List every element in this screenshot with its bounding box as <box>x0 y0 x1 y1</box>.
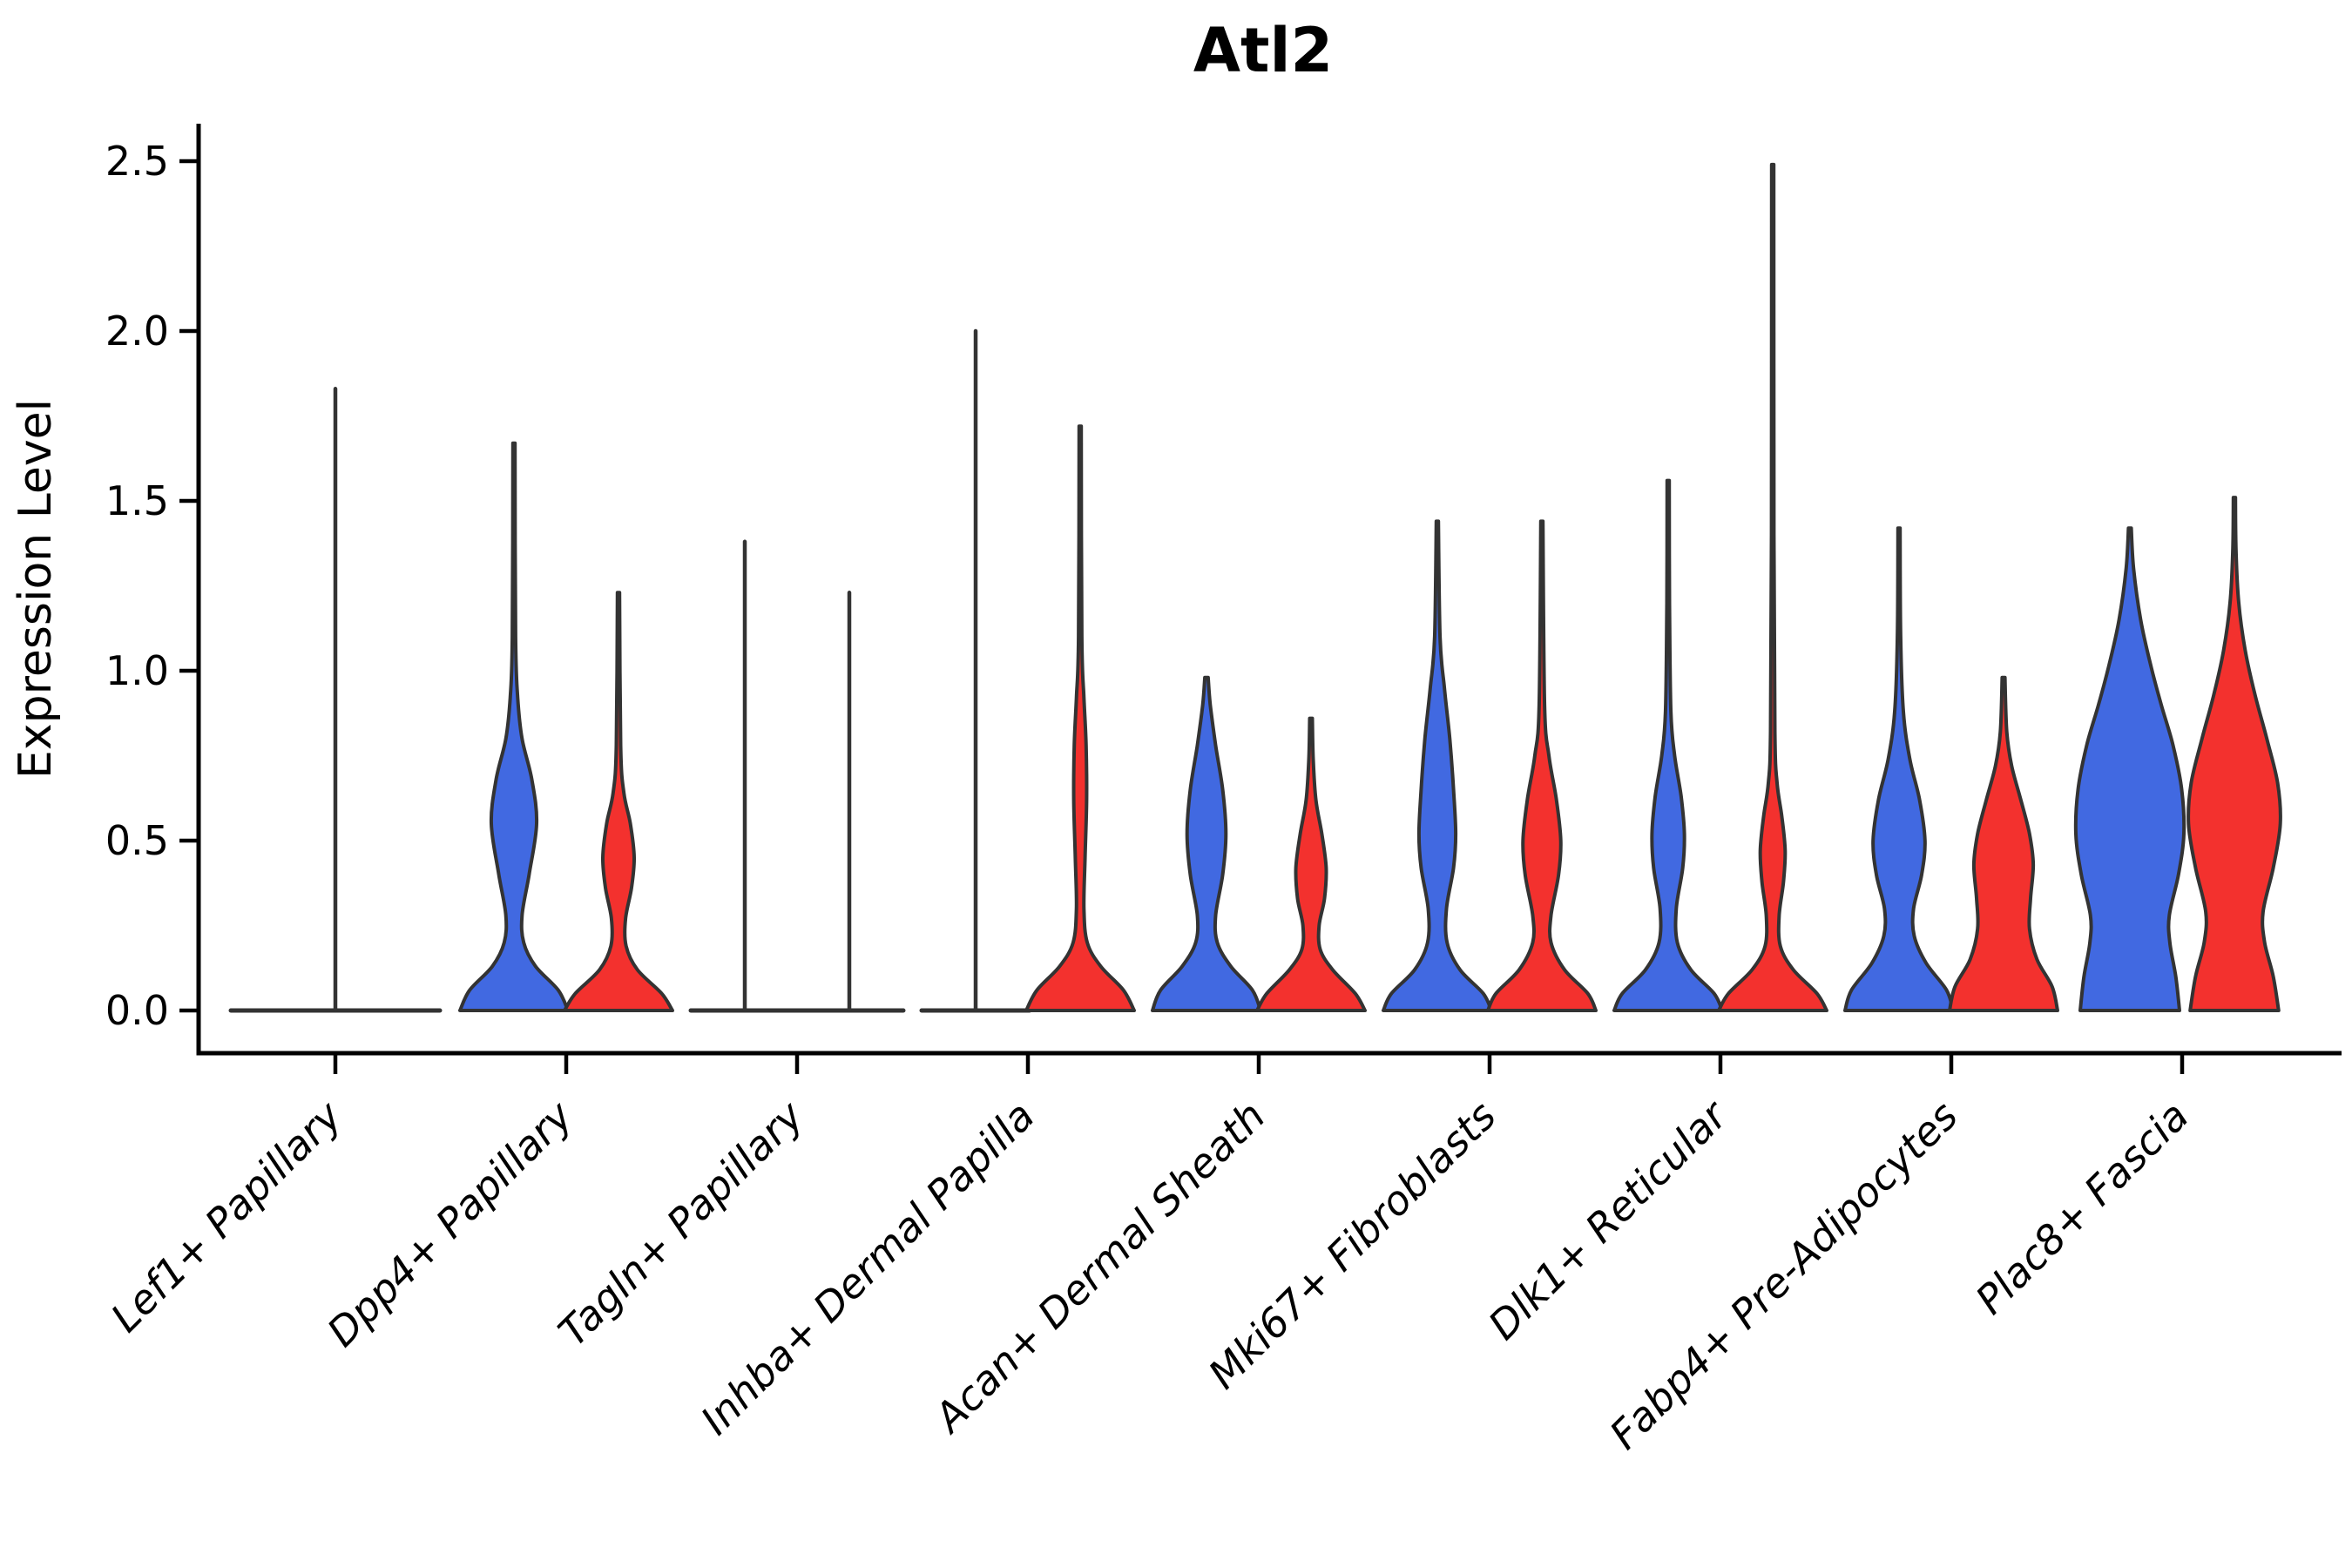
violin-3-split-right-red <box>1024 424 1136 1012</box>
violin-6-split-left-blue <box>1612 478 1724 1012</box>
violin-4-split-right-red <box>1255 716 1367 1012</box>
violin-7-split-left-blue <box>1843 526 1955 1012</box>
y-tick-label: 0.5 <box>105 817 169 864</box>
violin-5-split-right-red <box>1486 519 1598 1012</box>
x-tick-label: Plac8+ Fascia <box>1966 1092 2197 1323</box>
violin-8-split-left-blue <box>2073 526 2186 1012</box>
violin-1-split-right-red <box>563 591 674 1012</box>
y-tick-label: 0.0 <box>105 987 169 1034</box>
violin-1-split-left-blue <box>458 441 570 1012</box>
violin-8-split-right-red <box>2186 496 2282 1012</box>
y-axis-label: Expression Level <box>10 399 62 779</box>
y-tick-label: 2.0 <box>105 308 169 355</box>
violin-5-split-left-blue <box>1382 519 1493 1012</box>
y-ticks: 0.0 0.5 1.0 1.5 2.0 2.5 <box>105 138 199 1034</box>
y-tick-label: 2.5 <box>105 138 169 185</box>
y-tick-label: 1.5 <box>105 477 169 524</box>
chart-title: Atl2 <box>1193 15 1333 86</box>
axes <box>196 124 2342 1056</box>
x-tick-label: Dpp4+ Papillary <box>318 1092 582 1355</box>
x-tick-label: Lef1+ Papillary <box>102 1092 351 1341</box>
x-tick-label: Tagln+ Papillary <box>549 1092 813 1355</box>
violin-7-split-right-red <box>1948 675 2059 1012</box>
violin-4-split-left-blue <box>1151 675 1262 1012</box>
violins <box>228 162 2282 1013</box>
x-tick-label: Dlk1+ Reticular <box>1479 1090 1738 1348</box>
y-tick-label: 1.0 <box>105 647 169 694</box>
violin-6-split-right-red <box>1717 162 1828 1012</box>
